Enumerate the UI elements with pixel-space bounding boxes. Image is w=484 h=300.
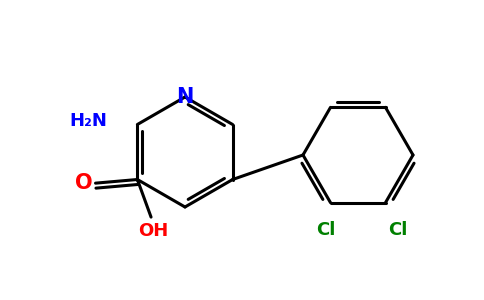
Text: H₂N: H₂N — [70, 112, 107, 130]
Text: O: O — [75, 173, 92, 193]
Text: Cl: Cl — [316, 220, 335, 238]
Text: OH: OH — [138, 222, 168, 240]
Text: Cl: Cl — [388, 220, 407, 238]
Text: N: N — [176, 87, 194, 107]
